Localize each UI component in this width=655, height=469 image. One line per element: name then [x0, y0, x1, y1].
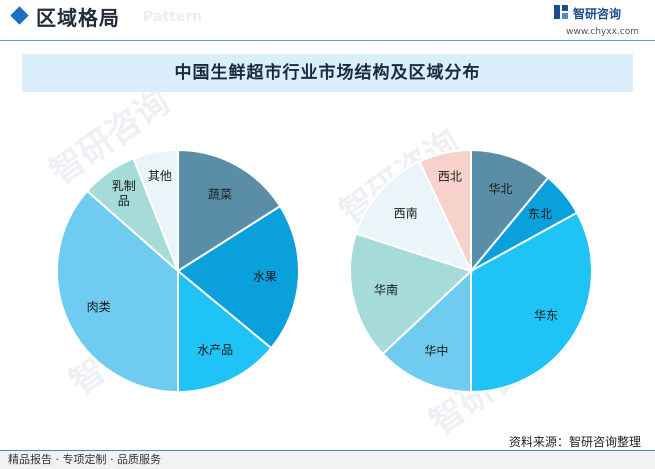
- pie-slice: [349, 232, 473, 356]
- tagline: 精品报告 · 专项定制 · 品质服务: [8, 453, 161, 466]
- brand-logo: 智研咨询: [553, 4, 639, 22]
- pie-slice: [470, 211, 593, 394]
- pie-slice: [418, 148, 472, 272]
- slice-label-other: 其他: [148, 169, 172, 183]
- footer-divider: [0, 450, 655, 451]
- slice-label-northeast: 东北: [528, 207, 552, 221]
- slice-label-east: 华东: [534, 308, 558, 322]
- chart-title: 中国生鲜超市行业市场结构及区域分布: [174, 63, 481, 83]
- slice-label-vegetables: 蔬菜: [208, 188, 232, 202]
- brand-name: 智研咨询: [573, 7, 622, 21]
- pie-slice: [56, 189, 179, 394]
- pie-slice: [177, 148, 282, 273]
- slice-label-fruit: 水果: [253, 269, 277, 283]
- slice-label-southwest: 西南: [394, 205, 418, 220]
- bottom-bar: 精品报告 · 专项定制 · 品质服务: [0, 451, 655, 469]
- brand-url: www.chyxx.com: [566, 27, 639, 37]
- slice-label-meat: 肉类: [87, 300, 111, 314]
- pie-slice: [470, 148, 550, 274]
- section-subtitle: Pattern: [143, 9, 203, 25]
- pie-slice: [132, 148, 179, 272]
- slice-label-central: 华中: [424, 343, 448, 358]
- brand-logo-icon: [554, 5, 568, 19]
- pie-slice: [176, 204, 300, 350]
- slice-label-northwest: 西北: [438, 170, 462, 184]
- slice-label-seafood: 水产品: [197, 343, 233, 357]
- slice-label-north: 华北: [489, 182, 513, 196]
- header: 区域格局 Pattern 智研咨询 www.chyxx.com: [0, 0, 655, 40]
- data-source: 资料来源：智研咨询整理: [508, 435, 641, 449]
- pie-slice: [177, 268, 273, 394]
- header-divider: [0, 40, 655, 41]
- section-title: 区域格局: [36, 6, 120, 30]
- pie-slice: [381, 268, 472, 394]
- slice-label-dairy: 乳制品: [112, 179, 136, 208]
- chart-title-banner: 中国生鲜超市行业市场结构及区域分布: [22, 54, 633, 92]
- pie-slice: [354, 160, 473, 273]
- slice-label-south: 华南: [374, 282, 398, 297]
